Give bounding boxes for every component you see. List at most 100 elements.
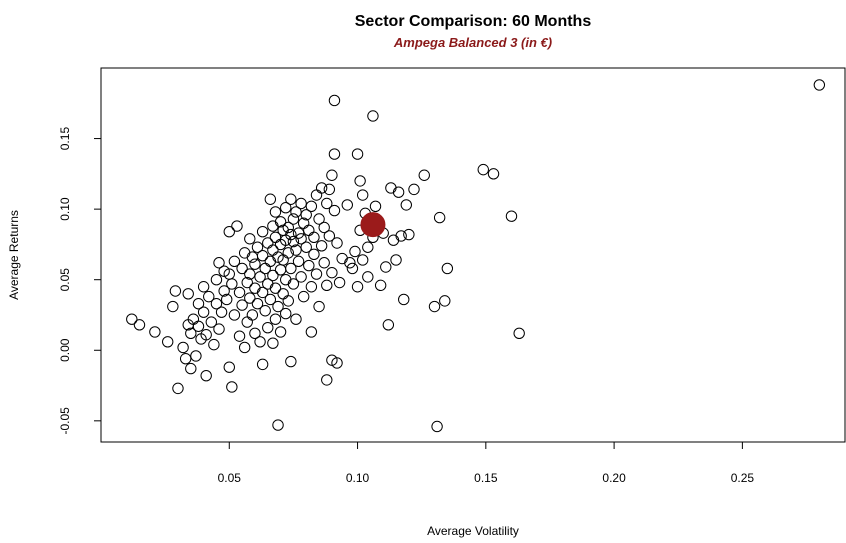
data-point <box>303 259 315 272</box>
data-point <box>213 257 225 269</box>
data-point <box>208 338 220 351</box>
chart-subtitle: Ampega Balanced 3 (in €) <box>393 35 552 50</box>
data-point <box>244 268 256 280</box>
data-point <box>285 262 297 275</box>
data-point <box>305 326 318 338</box>
data-point <box>387 234 400 246</box>
data-point <box>428 300 441 313</box>
data-point <box>269 282 282 294</box>
data-point <box>210 273 223 286</box>
data-point <box>282 221 294 234</box>
x-tick-label: 0.05 <box>218 471 242 485</box>
data-point <box>313 300 325 313</box>
data-point <box>190 350 202 362</box>
x-tick-label: 0.25 <box>731 471 755 485</box>
data-point <box>326 266 338 279</box>
data-point <box>328 204 341 217</box>
data-point <box>246 251 259 263</box>
data-point <box>292 255 305 268</box>
data-points <box>126 79 826 433</box>
data-point <box>269 206 282 218</box>
data-point <box>308 231 320 244</box>
data-point <box>295 233 307 245</box>
data-point <box>249 327 261 340</box>
data-point <box>328 148 341 160</box>
data-point <box>241 316 253 328</box>
data-point <box>305 281 318 293</box>
data-point <box>251 297 264 310</box>
data-point <box>321 197 333 210</box>
highlight-point <box>360 212 386 238</box>
data-point <box>287 278 300 290</box>
data-point <box>408 183 420 196</box>
data-point <box>238 247 251 259</box>
data-point <box>362 271 374 283</box>
data-point <box>326 169 338 181</box>
x-tick-label: 0.20 <box>602 471 626 485</box>
data-point <box>418 169 430 181</box>
data-point <box>182 288 194 300</box>
data-point <box>297 290 310 303</box>
data-point <box>382 319 395 331</box>
data-point <box>264 293 277 306</box>
data-point <box>336 252 348 265</box>
data-point <box>256 250 269 262</box>
data-point <box>267 244 279 256</box>
data-point <box>513 327 525 340</box>
data-point <box>328 94 341 107</box>
data-point <box>333 276 346 289</box>
data-point <box>380 261 392 273</box>
data-point <box>267 269 279 282</box>
data-point <box>223 361 235 373</box>
data-point <box>285 355 297 368</box>
data-point <box>439 295 451 307</box>
data-point <box>300 241 312 253</box>
x-tick-label: 0.10 <box>346 471 370 485</box>
data-point <box>251 241 264 253</box>
data-point <box>280 307 292 320</box>
data-point <box>305 200 318 213</box>
data-point <box>374 279 387 292</box>
plot-frame <box>100 67 846 443</box>
data-point <box>228 309 241 321</box>
data-point <box>487 168 500 180</box>
chart-title: Sector Comparison: 60 Months <box>355 13 592 30</box>
data-point <box>356 189 369 201</box>
data-point <box>200 329 212 341</box>
data-point <box>313 213 325 225</box>
data-point <box>226 278 238 290</box>
data-point <box>315 182 328 194</box>
data-point <box>177 341 189 354</box>
data-point <box>505 210 518 222</box>
data-point <box>197 306 210 318</box>
y-tick-label: 0.15 <box>58 127 72 151</box>
data-point <box>292 227 305 239</box>
highlight-layer <box>360 212 386 238</box>
data-point <box>231 220 243 232</box>
data-point <box>192 320 205 332</box>
data-point <box>244 292 256 304</box>
data-point <box>149 326 161 338</box>
data-point <box>280 273 292 286</box>
data-point <box>433 211 446 224</box>
data-point <box>238 341 251 354</box>
data-point <box>441 262 454 275</box>
data-point <box>285 193 297 205</box>
data-point <box>236 299 248 311</box>
data-point <box>218 285 230 297</box>
data-point <box>192 297 205 310</box>
data-point <box>295 197 307 210</box>
data-point <box>267 220 279 232</box>
data-point <box>398 293 410 306</box>
data-point <box>262 237 274 249</box>
data-point <box>246 309 259 321</box>
data-point <box>285 228 297 241</box>
data-point <box>262 321 274 334</box>
data-point <box>256 358 269 371</box>
data-point <box>256 286 269 299</box>
data-point <box>349 245 361 258</box>
data-point <box>341 199 353 211</box>
data-point <box>226 381 238 393</box>
data-point <box>179 353 192 365</box>
data-point <box>249 282 261 294</box>
